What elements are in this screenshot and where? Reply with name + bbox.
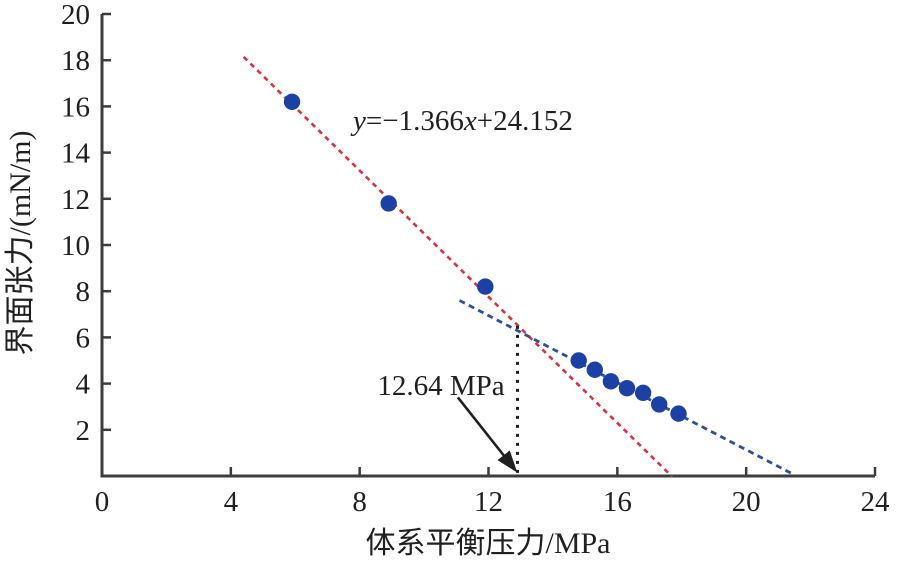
data-point — [570, 352, 587, 369]
x-tick-label: 8 — [352, 486, 367, 518]
x-tick-label: 4 — [224, 486, 239, 518]
y-tick-label: 20 — [61, 0, 90, 31]
axis-spine — [100, 14, 875, 478]
y-tick-label: 8 — [76, 276, 91, 308]
series-layer — [242, 56, 792, 478]
crossover-pressure-annotation: 12.64 MPa — [377, 370, 504, 402]
data-point — [670, 405, 687, 422]
y-tick-label: 4 — [76, 369, 91, 401]
x-axis-title: 体系平衡压力/MPa — [365, 527, 610, 560]
x-tick-label: 24 — [861, 486, 891, 518]
y-tick-label: 16 — [61, 91, 90, 123]
trend-equation-label: y=−1.366x+24.152 — [350, 105, 573, 137]
y-tick-label: 18 — [61, 45, 90, 77]
data-point — [283, 93, 301, 110]
y-tick-label: 6 — [76, 322, 91, 354]
x-tick-label: 12 — [474, 486, 503, 518]
y-tick-label: 12 — [61, 184, 90, 216]
data-point — [618, 380, 636, 397]
data-point — [380, 195, 397, 212]
x-tick-label: 20 — [732, 486, 761, 518]
y-axis-title: 界面张力/(mN/m) — [4, 131, 37, 356]
data-point — [477, 278, 494, 295]
data-point — [602, 373, 620, 390]
annotation-arrow — [456, 396, 518, 473]
red-trend-line — [242, 56, 673, 478]
y-tick-label: 14 — [61, 138, 91, 170]
data-point — [651, 396, 668, 413]
data-point — [586, 361, 603, 378]
y-tick-label: 10 — [61, 230, 90, 262]
x-tick-label: 16 — [603, 486, 632, 518]
y-tick-label: 2 — [76, 415, 91, 447]
x-tick-label: 0 — [95, 486, 110, 518]
data-point — [634, 384, 652, 402]
